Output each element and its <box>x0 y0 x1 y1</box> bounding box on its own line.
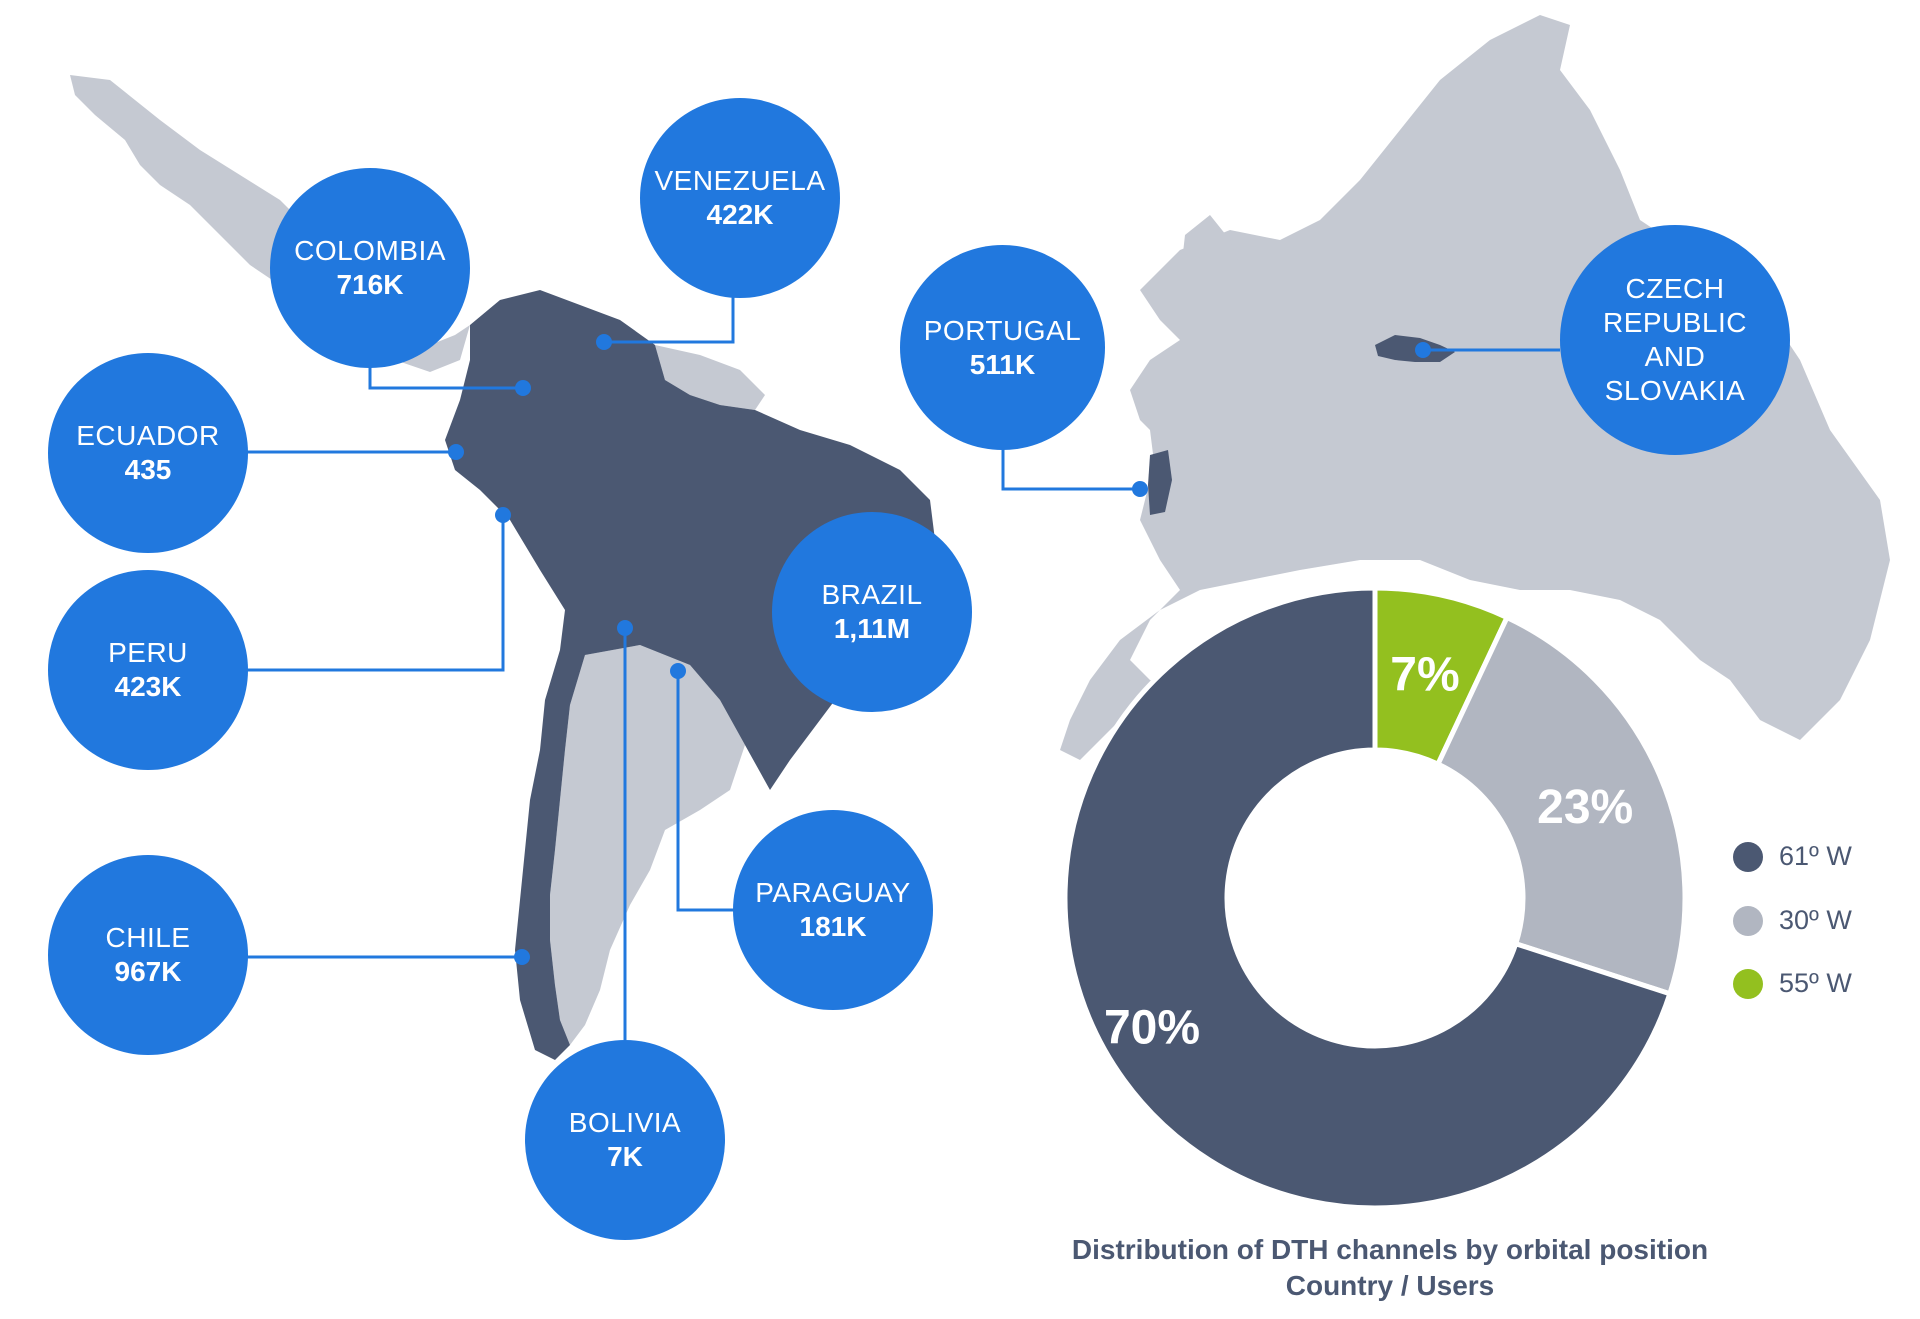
bubble-paraguay: PARAGUAY 181K <box>733 810 933 1010</box>
region-uk-ireland <box>1180 215 1260 345</box>
slice-61w <box>1062 585 1673 1211</box>
dot-czech <box>1415 342 1431 358</box>
legend-swatch <box>1733 841 1763 872</box>
bubble-name: PORTUGAL <box>923 314 1082 346</box>
bubble-value: 511K <box>969 348 1036 380</box>
legend-label: 61º W <box>1779 841 1852 871</box>
bubble-peru: PERU 423K <box>48 570 248 770</box>
bubble-venezuela: VENEZUELA 422K <box>640 98 840 298</box>
bubble-name: ECUADOR <box>76 420 220 451</box>
slice-30w-label: 23% <box>1537 781 1633 834</box>
region-argentina-uruguay <box>550 645 745 1045</box>
connector-dots <box>448 334 1431 965</box>
bubble-name: PARAGUAY <box>755 877 911 908</box>
dot-colombia <box>515 380 531 396</box>
dot-bolivia <box>617 620 633 636</box>
dot-ecuador <box>448 444 464 460</box>
dot-peru <box>495 507 511 523</box>
legend-item-61w: 61º W <box>1733 841 1852 872</box>
connector-paraguay <box>676 671 735 912</box>
legend-swatch <box>1733 968 1763 999</box>
caption-line-2: Country / Users <box>1285 1270 1495 1301</box>
bubble-value: 967K <box>114 956 182 987</box>
dot-chile <box>514 949 530 965</box>
bubble-name: COLOMBIA <box>294 235 446 266</box>
connector-peru <box>245 515 505 672</box>
legend-swatch <box>1733 905 1763 936</box>
donut-labels: 7% 23% 70% <box>1104 649 1633 1055</box>
caption-line-1: Distribution of DTH channels by orbital … <box>1071 1234 1709 1265</box>
legend-label: 30º W <box>1779 905 1852 935</box>
bubble-brazil: BRAZIL 1,11M <box>772 512 972 712</box>
bubble-value: 422K <box>706 199 774 230</box>
region-europe-africa-base <box>1060 15 1890 760</box>
legend-item-30w: 30º W <box>1733 905 1852 936</box>
region-mexico-central-america <box>70 75 470 372</box>
bubble-name: BRAZIL <box>821 579 923 610</box>
bubble-czech-slovakia: CZECH REPUBLIC AND SLOVAKIA <box>1560 225 1790 455</box>
dot-paraguay <box>670 663 686 679</box>
bubble-name: VENEZUELA <box>654 165 826 196</box>
slice-30w <box>1434 614 1688 997</box>
bubble-name: BOLIVIA <box>568 1107 682 1138</box>
bubble-name: CHILE <box>105 922 191 953</box>
region-czech-slovakia-highlight <box>1375 335 1455 362</box>
slice-61w-label: 70% <box>1104 1001 1200 1054</box>
bubble-name: CZECH REPUBLIC AND SLOVAKIA <box>1602 273 1748 406</box>
legend-label: 55º W <box>1779 968 1852 998</box>
legend-item-55w: 55º W <box>1733 968 1852 999</box>
bubble-name: PERU <box>108 637 188 668</box>
region-iberia <box>1150 420 1280 525</box>
bubble-colombia: COLOMBIA 716K <box>270 168 470 368</box>
bubble-value: 423K <box>114 671 182 702</box>
bubble-value: 181K <box>799 911 867 942</box>
region-portugal-highlight <box>1148 450 1172 515</box>
region-south-america-highlight <box>445 290 935 1060</box>
bubble-value: 1,11M <box>833 613 911 644</box>
dot-portugal <box>1132 481 1148 497</box>
bubble-value: 435 <box>124 454 172 485</box>
bubble-value: 7K <box>607 1141 643 1172</box>
bubble-ecuador: ECUADOR 435 <box>48 353 248 553</box>
region-guianas <box>655 345 765 410</box>
bubble-value: 716K <box>336 269 404 300</box>
chart-caption: Distribution of DTH channels by orbital … <box>1010 1232 1770 1304</box>
donut-chart <box>1062 585 1688 1211</box>
bubble-portugal: PORTUGAL 511K <box>900 245 1105 450</box>
bubble-bolivia: BOLIVIA 7K <box>525 1040 725 1240</box>
bubble-chile: CHILE 967K <box>48 855 248 1055</box>
slice-55w-label: 7% <box>1390 649 1459 702</box>
dot-venezuela <box>596 334 612 350</box>
connector-venezuela <box>604 290 735 344</box>
